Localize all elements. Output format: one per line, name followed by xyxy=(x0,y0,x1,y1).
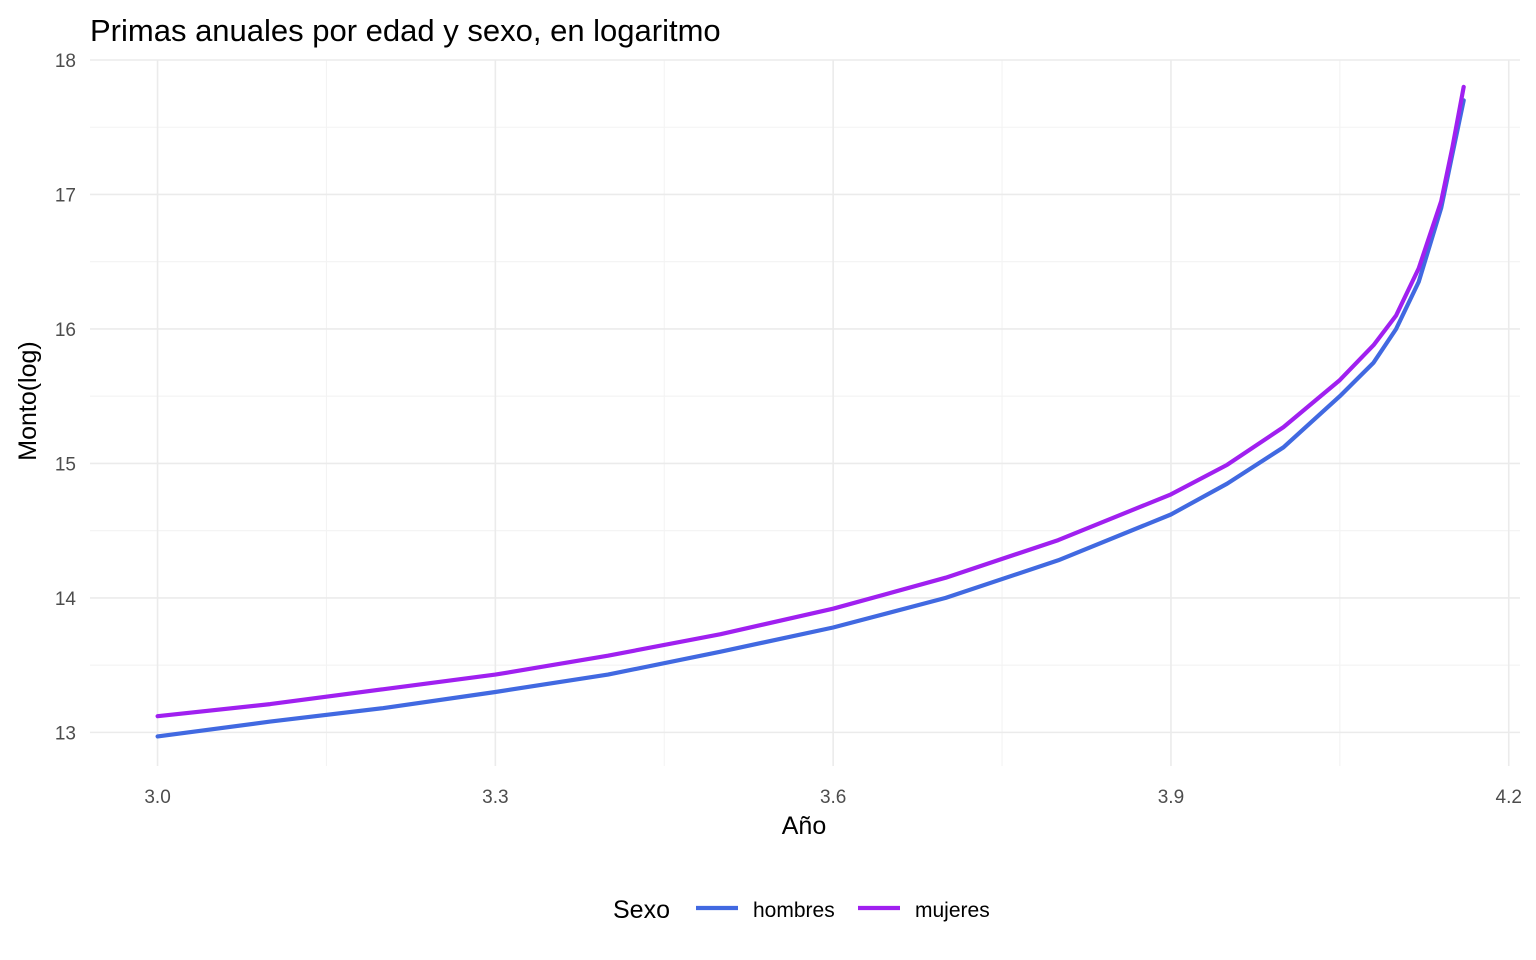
y-tick-label: 14 xyxy=(55,589,77,610)
y-tick-label: 16 xyxy=(55,320,76,341)
x-tick-label: 3.3 xyxy=(482,787,508,808)
series-line-hombres xyxy=(155,98,1466,739)
y-axis-title: Monto(log) xyxy=(14,341,42,461)
x-axis-ticks: 3.0 3.3 3.6 3.9 4.2 xyxy=(144,787,1522,808)
legend: Sexo hombres mujeres xyxy=(613,896,990,924)
y-tick-label: 15 xyxy=(55,454,76,475)
y-tick-label: 18 xyxy=(55,51,76,72)
grid-lines xyxy=(90,59,1520,766)
y-axis-ticks: 13 14 15 16 17 18 xyxy=(55,51,77,744)
legend-label-mujeres: mujeres xyxy=(915,899,990,922)
x-axis-title: Año xyxy=(782,812,826,840)
chart-title: Primas anuales por edad y sexo, en logar… xyxy=(90,13,721,48)
y-tick-label: 17 xyxy=(55,185,76,206)
legend-title: Sexo xyxy=(613,896,670,924)
x-tick-label: 4.2 xyxy=(1496,787,1522,808)
legend-label-hombres: hombres xyxy=(753,899,835,922)
plot-series xyxy=(155,84,1466,739)
x-tick-label: 3.9 xyxy=(1158,787,1184,808)
x-tick-label: 3.0 xyxy=(144,787,170,808)
x-tick-label: 3.6 xyxy=(820,787,846,808)
y-tick-label: 13 xyxy=(55,723,76,744)
series-line-mujeres xyxy=(155,84,1466,719)
